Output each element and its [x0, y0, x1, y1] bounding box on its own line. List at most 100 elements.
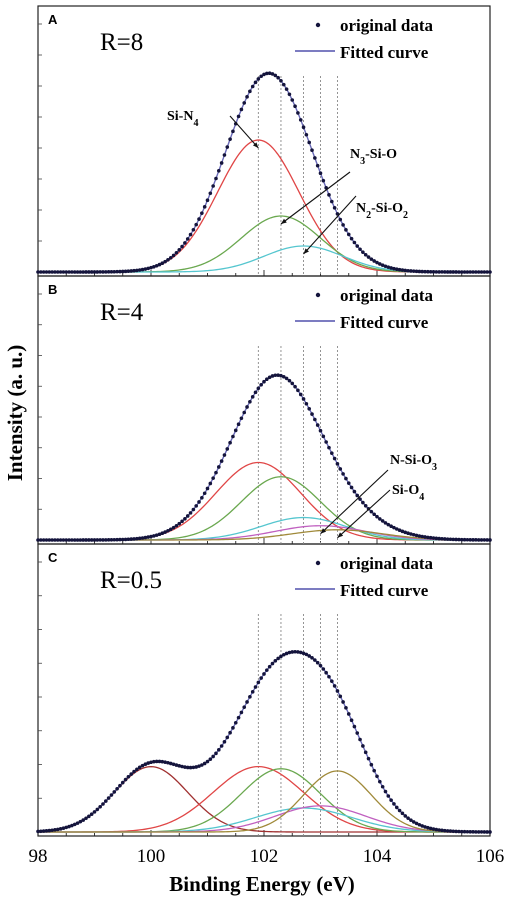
data-point — [53, 538, 57, 542]
data-point — [290, 98, 295, 102]
data-point — [98, 270, 102, 274]
data-point — [448, 537, 453, 542]
data-point — [276, 75, 280, 80]
data-point — [420, 269, 425, 274]
data-point — [332, 684, 337, 688]
data-point — [174, 250, 179, 255]
legend-original-data: original data — [340, 554, 434, 573]
data-point — [423, 535, 427, 539]
data-point — [89, 270, 94, 274]
data-point — [307, 654, 312, 658]
data-point — [304, 132, 309, 137]
data-point — [87, 814, 91, 819]
data-point — [115, 537, 119, 542]
panel-letter: B — [48, 282, 57, 297]
annotation-arrow-line — [337, 489, 391, 539]
data-point — [281, 374, 286, 379]
data-point — [168, 255, 173, 260]
data-point — [358, 737, 362, 742]
data-point — [434, 827, 439, 832]
data-point — [104, 538, 108, 542]
data-point — [200, 211, 204, 215]
data-point — [211, 754, 215, 759]
data-point — [423, 269, 427, 274]
data-point — [284, 87, 289, 91]
data-point — [386, 522, 391, 527]
data-point — [123, 777, 128, 782]
data-point — [118, 269, 122, 274]
data-point — [87, 538, 91, 542]
data-point — [324, 440, 328, 444]
data-point — [428, 826, 433, 831]
data-point — [253, 80, 258, 85]
panel-r-label: R=4 — [100, 299, 144, 326]
legend-point-marker — [315, 560, 321, 566]
data-point — [36, 829, 40, 834]
data-point — [47, 828, 52, 833]
data-point — [386, 265, 391, 269]
data-point — [479, 830, 484, 834]
data-point — [188, 765, 193, 770]
data-point — [476, 538, 481, 542]
data-point — [248, 399, 252, 404]
data-point — [372, 259, 376, 263]
data-point — [488, 538, 492, 542]
data-point — [270, 72, 275, 76]
data-point — [166, 528, 170, 533]
data-point — [443, 270, 447, 274]
data-point — [426, 825, 430, 830]
data-point — [394, 805, 399, 810]
data-point — [89, 812, 94, 816]
data-point — [344, 228, 348, 232]
data-point — [409, 532, 413, 536]
data-point — [409, 818, 413, 822]
data-point — [253, 390, 258, 395]
data-point — [250, 395, 255, 399]
data-point — [157, 262, 162, 267]
data-point — [163, 259, 167, 264]
data-point — [471, 830, 475, 834]
data-point — [101, 802, 105, 806]
data-point — [358, 497, 362, 501]
data-point — [352, 724, 357, 729]
data-point — [55, 538, 60, 542]
data-point — [225, 447, 230, 451]
data-point — [101, 538, 105, 542]
data-point — [335, 462, 340, 466]
data-point — [346, 712, 351, 716]
data-point — [426, 535, 430, 540]
data-point — [231, 726, 235, 730]
data-point — [55, 827, 60, 832]
data-point — [236, 114, 241, 119]
data-point — [324, 670, 328, 675]
data-point — [267, 71, 272, 76]
x-tick-label: 106 — [476, 846, 505, 867]
data-point — [369, 762, 374, 767]
data-point — [296, 388, 300, 393]
legend-original-data: original data — [340, 286, 434, 305]
data-point — [488, 270, 492, 274]
data-point — [101, 270, 105, 274]
data-point — [41, 270, 46, 274]
data-point — [228, 730, 232, 735]
data-point — [327, 193, 331, 197]
data-point — [414, 269, 419, 274]
data-point — [135, 536, 139, 541]
data-point — [191, 507, 196, 512]
data-point — [64, 538, 69, 542]
data-point — [259, 382, 263, 387]
data-point — [400, 268, 405, 272]
panel-r-label: R=8 — [100, 29, 143, 56]
data-point — [465, 537, 470, 542]
data-point — [389, 798, 393, 802]
data-point — [358, 247, 362, 252]
data-point — [154, 533, 159, 537]
data-point — [185, 765, 190, 770]
data-point — [154, 263, 159, 268]
data-point — [327, 674, 331, 679]
annotation-label: N3-Si-O — [350, 147, 397, 167]
data-point — [163, 530, 167, 534]
data-point — [36, 270, 40, 274]
data-point — [44, 270, 49, 274]
data-point — [335, 689, 340, 693]
